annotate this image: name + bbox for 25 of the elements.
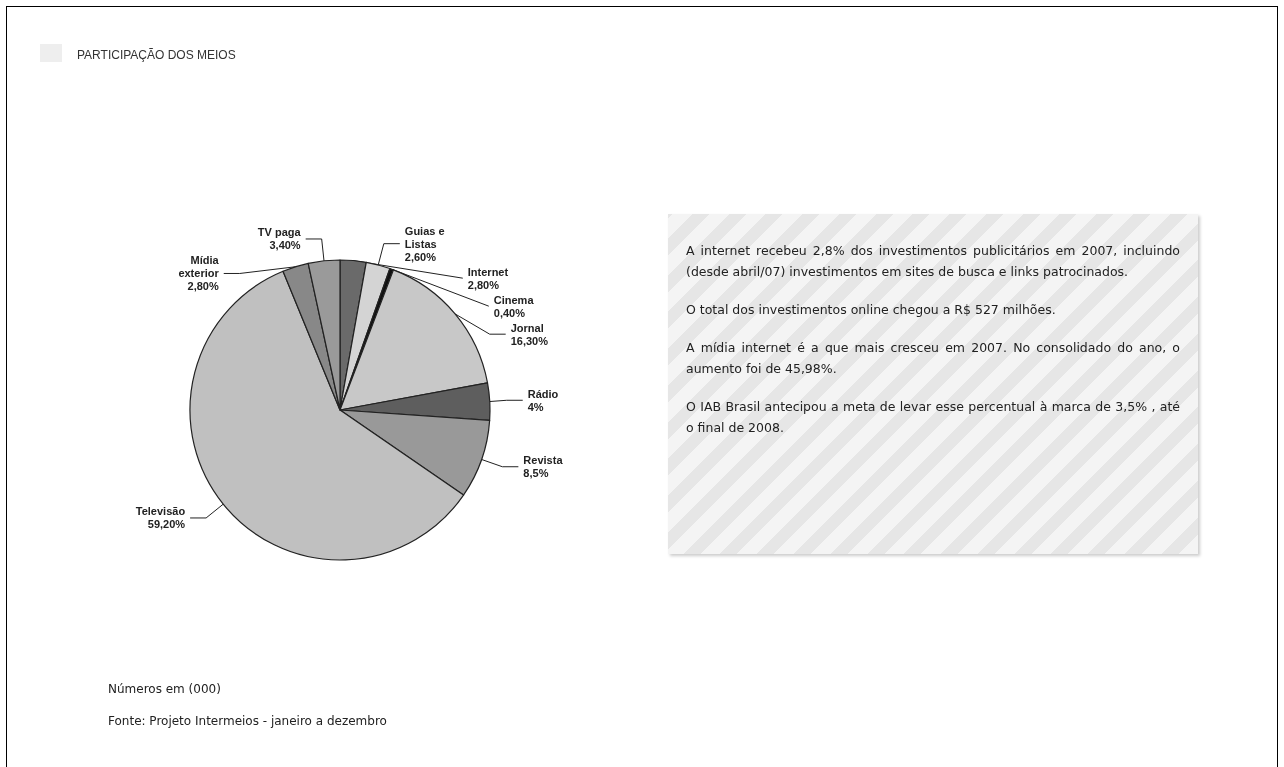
data-label: 2,80%	[187, 280, 219, 293]
slice-label: Rádio	[527, 387, 559, 400]
text: A mídia internet é a que mais cresceu em 2007. No consolidado do ano, o aumento foi de 45,98%.	[686, 339, 1180, 378]
data-label: 8,5%	[523, 467, 549, 480]
data-label: 3,40%	[269, 239, 301, 252]
data-label: 4%	[527, 400, 544, 413]
slice-label: Guias e Listas	[404, 224, 445, 250]
slice-label: Televisão	[135, 505, 186, 518]
text: O IAB Brasil antecipou a meta de levar esse percentual à marca de 3,5% , até o final de 2008.	[686, 398, 1180, 437]
source-note: Fonte: Projeto Intermeios - janeiro a dezembro	[108, 714, 387, 728]
data-label: 16,30%	[510, 334, 549, 347]
slice-label: Internet	[467, 265, 509, 278]
slice-label: Jornal	[510, 321, 544, 334]
text: A internet recebeu 2,8% dos investimentos publicitários em 2007, incluindo (desde abril/07) investimentos em sites de busca e links patrocinados.	[686, 242, 1180, 281]
slice-label: Mídia exterior	[178, 254, 220, 280]
data-label: 2,80%	[467, 278, 500, 291]
slice-label: TV paga	[257, 226, 302, 239]
text: Números em (000)	[108, 682, 221, 696]
slice-label: Revista	[523, 454, 564, 467]
data-label: 2,60%	[404, 250, 437, 263]
chart-title: PARTICIPAÇÃO DOS MEIOS	[77, 48, 236, 62]
text: O total dos investimentos online chegou a R$ 527 milhões.	[686, 301, 1057, 319]
data-label: 0,40%	[493, 306, 526, 319]
slice-label: Cinema	[493, 293, 535, 306]
data-label: 59,20%	[147, 518, 186, 531]
